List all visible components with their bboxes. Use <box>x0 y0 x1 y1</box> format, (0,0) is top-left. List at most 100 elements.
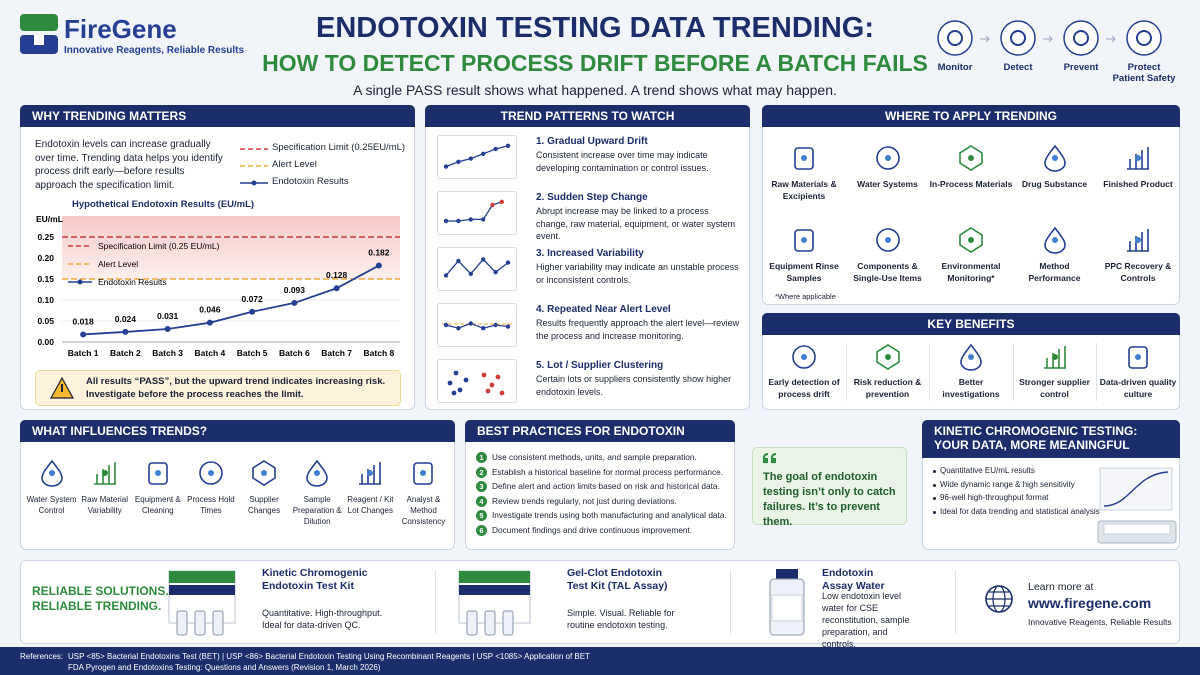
pattern-chart <box>447 370 505 396</box>
curve-frame <box>1099 467 1173 511</box>
influence-label: Supplier Changes <box>248 495 281 515</box>
apply-label: Equipment Rinse Samples <box>769 261 839 283</box>
step-icon <box>1063 20 1099 56</box>
arrow <box>1043 35 1053 43</box>
icon-shape <box>884 237 891 243</box>
step-icon <box>1000 20 1036 56</box>
y-tick-label: 0.00 <box>37 337 54 347</box>
thumb-dot <box>443 218 449 224</box>
icon-shape <box>1051 354 1058 360</box>
reference-label: References: <box>20 652 64 661</box>
thumb-dot <box>505 143 511 148</box>
thumb-dot <box>499 199 504 204</box>
practice-text: Establish a historical baseline for norm… <box>492 466 724 477</box>
y-axis-label: EU/mL <box>36 214 63 224</box>
legend-label: Endotoxin Results <box>272 176 349 187</box>
data-point <box>80 331 87 338</box>
thumb-dot <box>485 388 491 394</box>
thumb-dot <box>468 321 473 326</box>
globe-icon <box>985 585 1013 613</box>
panel-heading: BEST PRACTICES FOR ENDOTOXIN TRENDING <box>465 420 735 460</box>
pattern-chart <box>442 321 512 331</box>
step-icon <box>1126 20 1162 56</box>
apply-label: PPC Recovery & Controls <box>1104 261 1172 283</box>
icon <box>792 345 816 369</box>
icon <box>1043 144 1066 172</box>
icon-shape <box>801 155 807 161</box>
vial <box>212 610 224 636</box>
bullet <box>933 510 936 514</box>
thumb-dot <box>505 260 511 265</box>
y-tick-label: 0.25 <box>37 232 54 242</box>
legend-label: Alert Level <box>272 159 317 170</box>
icon-shape <box>968 237 974 243</box>
divider <box>929 343 930 401</box>
y-tick-label: 0.20 <box>37 253 54 263</box>
icon <box>413 462 434 485</box>
step-icon <box>937 20 973 56</box>
step-dot <box>1136 30 1152 46</box>
bullet <box>933 483 936 487</box>
kit-band <box>459 571 530 583</box>
apply-label: Finished Product <box>1103 179 1173 189</box>
pattern-thumb <box>437 247 517 291</box>
practice-number: 2 <box>476 466 487 478</box>
thumb-dot <box>493 322 498 328</box>
value-label: 0.024 <box>115 314 137 324</box>
footer-tagline: Innovative Reagents, Reliable Results <box>1028 617 1172 627</box>
pattern-title: 5. Lot / Supplier Clustering <box>536 360 664 371</box>
thumb-dot <box>481 257 486 262</box>
value-label: 0.093 <box>284 285 306 295</box>
apply-label: In-Process Materials <box>929 179 1013 189</box>
subtitle: A single PASS result shows what happened… <box>353 82 837 98</box>
legend-key <box>240 180 268 186</box>
icon-shape <box>413 462 434 485</box>
curve-image <box>1099 467 1173 511</box>
influence-label: Analyst & Method Consistency <box>401 495 446 526</box>
logo <box>20 14 58 54</box>
thumb-dot <box>493 146 498 152</box>
icon <box>794 229 814 252</box>
icon-shape <box>1127 147 1149 170</box>
icon-shape <box>960 343 982 371</box>
benefit-label: Early detection of process drift <box>768 377 840 399</box>
legend-label: Specification Limit (0.25EU/mL) <box>272 142 406 153</box>
thumb-dot <box>468 271 473 276</box>
icon-shape <box>875 146 900 170</box>
website[interactable]: www.firegene.com <box>1028 595 1152 611</box>
benefit-label: Stronger supplier control <box>1019 377 1090 399</box>
product-name: Endotoxin Assay Water <box>822 567 885 592</box>
x-tick-label: Batch 5 <box>237 348 268 358</box>
thumb-dot <box>443 164 449 169</box>
product-text: Low endotoxin level water for CSE recons… <box>822 591 910 649</box>
panel-heading: TREND PATTERNS TO WATCH <box>425 105 750 127</box>
thumb-dot <box>481 326 486 331</box>
icon <box>306 459 328 487</box>
icon-shape <box>93 462 116 485</box>
arrow-head <box>980 35 990 43</box>
logo-cut <box>34 35 44 45</box>
panel-heading: KEY BENEFITS <box>762 313 1180 335</box>
icon <box>960 343 982 371</box>
data-point <box>249 308 256 315</box>
benefit-label: Better investigations <box>942 377 1000 399</box>
step-dot <box>1010 30 1026 46</box>
icon <box>959 227 983 253</box>
icon-shape <box>1135 237 1141 243</box>
warning-icon <box>49 376 75 399</box>
panel-heading: WHERE TO APPLY TRENDING <box>762 105 1180 127</box>
kit-band <box>459 585 530 595</box>
product-image <box>769 569 805 636</box>
thumb-dot <box>456 326 461 331</box>
icon <box>875 146 900 170</box>
plate-top <box>1103 523 1171 535</box>
icon-shape <box>801 237 807 243</box>
icon-shape <box>1043 226 1066 254</box>
x-tick-label: Batch 2 <box>110 348 141 358</box>
product-name: Gel-Clot Endotoxin Test Kit (TAL Assay) <box>567 567 668 592</box>
chart-title: Hypothetical Endotoxin Results (EU/mL) <box>72 199 254 210</box>
icon-shape <box>792 345 816 369</box>
legend-label: Specification Limit (0.25 EU/mL) <box>98 241 220 251</box>
arrow <box>980 35 990 43</box>
